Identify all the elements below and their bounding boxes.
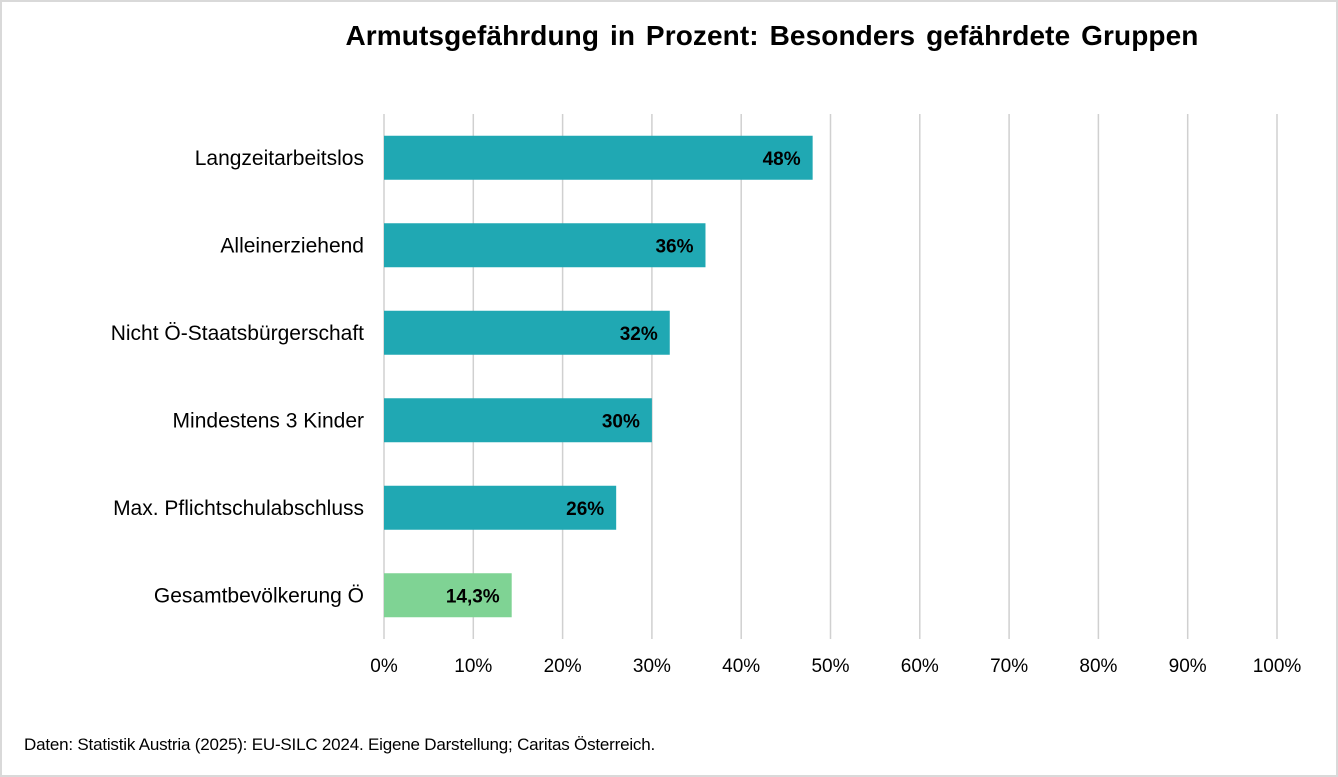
category-label: Langzeitarbeitslos — [195, 147, 364, 170]
source-note: Daten: Statistik Austria (2025): EU-SILC… — [24, 735, 655, 754]
x-tick-label: 80% — [1079, 656, 1117, 677]
x-tick-label: 0% — [370, 656, 398, 677]
x-tick-label: 10% — [454, 656, 492, 677]
data-label: 26% — [566, 499, 604, 520]
x-tick-label: 100% — [1253, 656, 1302, 677]
category-label: Mindestens 3 Kinder — [173, 409, 364, 432]
bar-5 — [384, 485, 617, 530]
data-label: 48% — [763, 149, 801, 170]
data-label: 32% — [620, 324, 658, 345]
x-tick-label: 90% — [1169, 656, 1207, 677]
bar-2 — [384, 223, 706, 268]
x-tick-label: 60% — [901, 656, 939, 677]
bar-1 — [384, 135, 813, 180]
x-tick-label: 20% — [544, 656, 582, 677]
category-label: Gesamtbevölkerung Ö — [154, 584, 364, 607]
bar-3 — [384, 310, 670, 355]
x-tick-label: 70% — [990, 656, 1028, 677]
x-tick-label: 50% — [811, 656, 849, 677]
data-label: 36% — [655, 236, 693, 257]
category-label: Alleinerziehend — [220, 234, 364, 257]
bar-6 — [384, 573, 512, 618]
data-label: 14,3% — [446, 586, 500, 607]
chart-title: Armutsgefährdung in Prozent: Besonders g… — [345, 20, 1199, 51]
x-tick-label: 40% — [722, 656, 760, 677]
bar-4 — [384, 398, 652, 443]
data-label: 30% — [602, 411, 640, 432]
x-tick-label: 30% — [633, 656, 671, 677]
category-label: Max. Pflichtschulabschluss — [113, 497, 364, 520]
category-label: Nicht Ö-Staatsbürgerschaft — [111, 322, 364, 345]
